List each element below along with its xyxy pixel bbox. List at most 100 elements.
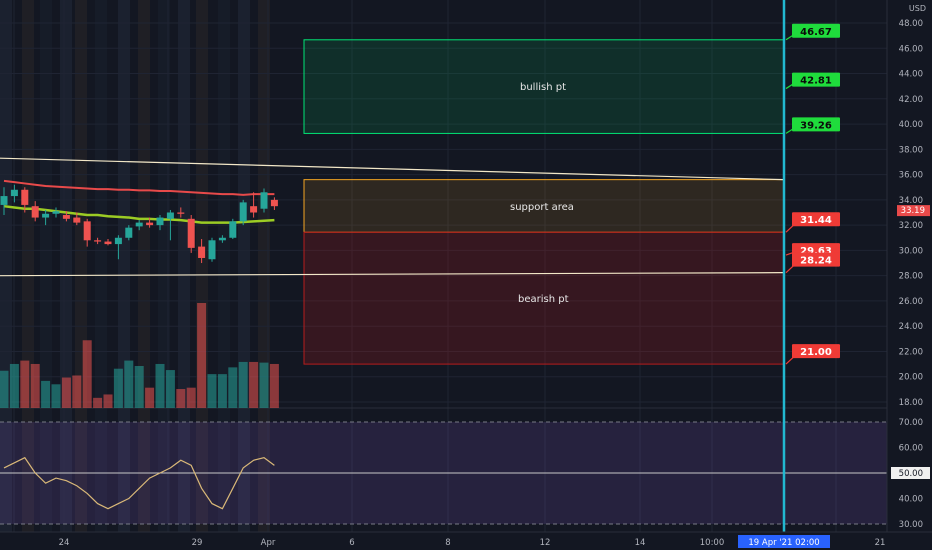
candle-body bbox=[198, 246, 206, 258]
moving-average-red bbox=[3, 179, 275, 196]
volume-bar bbox=[186, 387, 196, 408]
oscillator-current-tag bbox=[891, 467, 930, 479]
price-tag-value: 28.24 bbox=[800, 256, 832, 267]
candle-body bbox=[125, 227, 133, 238]
volume-bar bbox=[9, 363, 19, 408]
candle-body bbox=[177, 212, 185, 214]
candle-body bbox=[187, 218, 195, 248]
oscillator-tick-label: 70.00 bbox=[899, 418, 923, 428]
price-tick-label: 36.00 bbox=[899, 171, 923, 181]
volume-bar bbox=[41, 380, 51, 408]
price-tag bbox=[792, 212, 840, 227]
candle-body bbox=[239, 202, 247, 222]
volume-bar bbox=[82, 340, 92, 408]
time-tick-label: 14 bbox=[635, 538, 646, 548]
volume-bar bbox=[155, 363, 165, 408]
bearish-zone bbox=[303, 231, 785, 365]
volume-bar bbox=[20, 360, 30, 408]
candle-body bbox=[260, 192, 268, 209]
volume-bar bbox=[207, 374, 217, 408]
volume-bar bbox=[197, 303, 207, 408]
volume-bar bbox=[113, 368, 123, 408]
time-tick-label: 21 bbox=[875, 538, 886, 548]
time-tick-label: 29 bbox=[192, 538, 203, 548]
volume-bar bbox=[145, 387, 155, 408]
currency-label: USD bbox=[909, 4, 926, 13]
price-tick-label: 26.00 bbox=[899, 297, 923, 307]
volume-bar bbox=[30, 363, 40, 408]
oscillator-line bbox=[3, 456, 275, 510]
candle-body bbox=[31, 206, 39, 218]
time-tick-label: 10:00 bbox=[700, 538, 725, 548]
price-tick-label: 42.00 bbox=[899, 95, 923, 105]
candle-body bbox=[73, 217, 81, 223]
price-tag bbox=[792, 344, 840, 359]
candle-body bbox=[62, 215, 70, 219]
oscillator-current-value: 50.00 bbox=[899, 469, 923, 479]
volume-bar bbox=[51, 384, 61, 408]
price-tick-label: 24.00 bbox=[899, 322, 923, 332]
price-tag bbox=[792, 117, 840, 132]
support-zone bbox=[303, 179, 785, 233]
candle-body bbox=[42, 213, 50, 218]
price-tick-label: 28.00 bbox=[899, 272, 923, 282]
price-tag bbox=[792, 23, 840, 38]
volume-bar bbox=[124, 360, 134, 408]
time-tick-label: 12 bbox=[540, 538, 551, 548]
volume-bar bbox=[217, 374, 227, 408]
trendline-lower bbox=[0, 272, 785, 277]
oscillator-tick-label: 30.00 bbox=[899, 520, 923, 530]
candle-body bbox=[114, 237, 122, 245]
volume-bar bbox=[93, 397, 103, 408]
candle-body bbox=[104, 241, 112, 245]
candle-body bbox=[0, 196, 8, 205]
bullish-zone bbox=[303, 39, 785, 134]
time-tick-label: 24 bbox=[59, 538, 70, 548]
time-tick-label: 6 bbox=[349, 538, 354, 548]
bearish-zone-label: bearish pt bbox=[518, 294, 569, 305]
candle-body bbox=[208, 240, 216, 260]
crosshair-time-label: 19 Apr '21 02:00 bbox=[748, 538, 819, 548]
candle-body bbox=[229, 221, 237, 238]
volume-bar bbox=[165, 370, 175, 408]
price-tag-value: 39.26 bbox=[800, 120, 832, 131]
crosshair-time-tag bbox=[738, 535, 830, 548]
current-price-tag bbox=[897, 205, 930, 217]
price-axis-background bbox=[887, 0, 932, 550]
price-tick-label: 20.00 bbox=[899, 373, 923, 383]
price-tick-label: 44.00 bbox=[899, 70, 923, 80]
oscillator-tick-label: 60.00 bbox=[899, 444, 923, 454]
volume-bar bbox=[238, 361, 248, 408]
volume-bar bbox=[259, 362, 269, 408]
price-tick-label: 46.00 bbox=[899, 44, 923, 54]
price-tag-value: 29.63 bbox=[800, 246, 832, 257]
candle-body bbox=[166, 212, 174, 219]
price-tick-label: 22.00 bbox=[899, 347, 923, 357]
price-tag bbox=[792, 252, 840, 267]
candle-body bbox=[218, 237, 226, 241]
candle-body bbox=[250, 206, 258, 213]
price-tick-label: 32.00 bbox=[899, 221, 923, 231]
price-tag-value: 21.00 bbox=[800, 347, 832, 358]
price-tick-label: 34.00 bbox=[899, 196, 923, 206]
price-tick-label: 38.00 bbox=[899, 145, 923, 155]
time-tick-label: Apr bbox=[261, 538, 276, 548]
price-tag bbox=[792, 72, 840, 87]
candle-body bbox=[146, 222, 154, 226]
volume-bar bbox=[228, 367, 238, 408]
time-axis-background bbox=[0, 532, 932, 550]
candle-body bbox=[94, 240, 102, 242]
volume-bar bbox=[103, 394, 113, 408]
candle-body bbox=[83, 221, 91, 241]
volume-bar bbox=[0, 370, 9, 408]
oscillator-tick-label: 40.00 bbox=[899, 495, 923, 505]
price-tag-value: 42.81 bbox=[800, 76, 832, 87]
candle-body bbox=[156, 217, 164, 226]
candle-body bbox=[21, 189, 29, 205]
candle-body bbox=[270, 199, 278, 207]
bullish-zone-label: bullish pt bbox=[520, 82, 567, 93]
price-tag-value: 46.67 bbox=[800, 27, 832, 38]
volume-bar bbox=[61, 377, 71, 408]
price-tag-value: 31.44 bbox=[800, 215, 832, 226]
